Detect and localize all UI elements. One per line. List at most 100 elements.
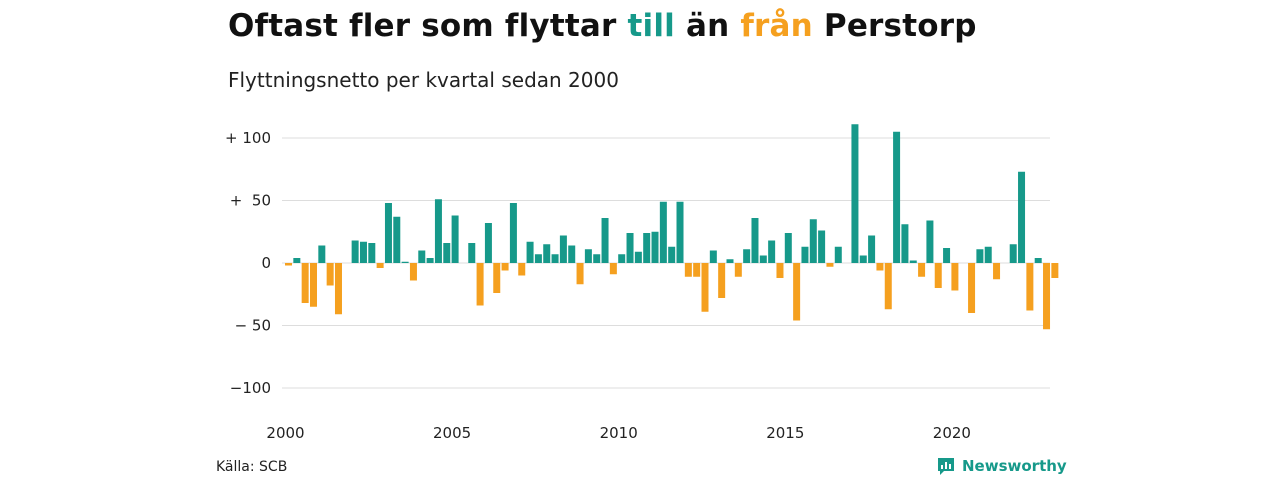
bar: [551, 254, 559, 263]
bar: [643, 233, 651, 263]
bar: [534, 254, 542, 263]
bar: [309, 263, 317, 307]
bar: [1043, 263, 1051, 330]
bar: [418, 250, 426, 263]
bar: [451, 215, 459, 263]
title-highlight-in: till: [627, 8, 675, 44]
bar: [618, 254, 626, 263]
chart-subtitle: Flyttningsnetto per kvartal sedan 2000: [228, 68, 619, 92]
bar: [826, 263, 834, 267]
title-part-2: än: [674, 8, 741, 44]
bar: [568, 245, 576, 263]
bar: [751, 218, 759, 263]
bar: [301, 263, 309, 303]
title-highlight-out: från: [740, 8, 813, 44]
bar: [876, 263, 884, 271]
bar: [434, 199, 442, 263]
x-axis-labels: 2000 2005 2010 2015 2020: [266, 424, 971, 442]
bar: [593, 254, 601, 263]
bar: [809, 219, 817, 263]
chart-title: Oftast fler som flyttar till än från Per…: [228, 8, 977, 44]
x-tick-label: 2010: [600, 424, 638, 442]
bar: [509, 203, 517, 263]
y-tick-label: + 100: [225, 129, 271, 147]
bar: [784, 233, 792, 263]
bar: [693, 263, 701, 277]
bar: [801, 246, 809, 263]
bar: [976, 249, 984, 263]
y-axis-labels: + 100 + 50 0 − 50 −100: [225, 129, 271, 397]
brand-logo: Newsworthy: [936, 456, 1067, 476]
bar: [626, 233, 634, 263]
x-tick-label: 2005: [433, 424, 471, 442]
bar: [743, 249, 751, 263]
bar: [684, 263, 692, 277]
bar: [943, 248, 951, 263]
bar: [993, 263, 1001, 280]
bar: [401, 261, 409, 263]
bar: [368, 243, 376, 263]
bar: [926, 220, 934, 263]
bar: [1018, 171, 1026, 263]
bar: [518, 263, 526, 276]
bar: [934, 263, 942, 288]
bar: [468, 243, 476, 263]
bar: [659, 201, 667, 263]
bar: [559, 235, 567, 263]
source-label: Källa: SCB: [216, 459, 288, 475]
bar: [759, 255, 767, 263]
bar: [718, 263, 726, 298]
bar: [393, 216, 401, 263]
bar: [901, 224, 909, 263]
bar: [326, 263, 334, 286]
bar: [443, 243, 451, 263]
bar: [834, 246, 842, 263]
bar: [1026, 263, 1034, 311]
bar: [384, 203, 392, 263]
bar: [918, 263, 926, 277]
bar: [1009, 244, 1017, 263]
bar: [351, 240, 359, 263]
y-tick-label: 0: [261, 254, 271, 272]
bar: [984, 246, 992, 263]
bar: [1051, 263, 1059, 278]
y-tick-label: + 50: [230, 192, 271, 210]
bar: [701, 263, 709, 312]
bar: [476, 263, 484, 306]
bar: [601, 218, 609, 263]
x-tick-label: 2000: [266, 424, 304, 442]
bar: [868, 235, 876, 263]
y-tick-label: − 50: [235, 317, 271, 335]
y-tick-label: −100: [230, 379, 271, 397]
title-part-3: Perstorp: [812, 8, 977, 44]
bar: [334, 263, 342, 315]
bar-chart: + 100 + 50 0 − 50 −100 2000 2005 2010 2015 2020: [225, 124, 1059, 442]
bar: [426, 258, 434, 263]
bar: [709, 250, 717, 263]
bar: [818, 230, 826, 263]
bar: [668, 246, 676, 263]
title-part-1: Oftast fler som flyttar: [228, 8, 628, 44]
bar: [493, 263, 501, 293]
bar: [584, 249, 592, 263]
bar: [484, 223, 492, 263]
bar: [543, 244, 551, 263]
bar: [293, 258, 301, 263]
bar: [359, 241, 367, 263]
bar: [859, 255, 867, 263]
bar: [951, 263, 959, 291]
bar: [526, 241, 534, 263]
bar: [285, 263, 292, 266]
bar: [318, 245, 326, 263]
bar: [776, 263, 784, 278]
bar: [501, 263, 509, 271]
bar: [793, 263, 801, 321]
x-tick-label: 2020: [933, 424, 971, 442]
bar: [726, 259, 734, 263]
bar: [676, 201, 684, 263]
bar: [576, 263, 584, 285]
bar: [409, 263, 417, 281]
bar: [851, 124, 859, 263]
bar: [909, 260, 917, 263]
bar: [884, 263, 892, 310]
